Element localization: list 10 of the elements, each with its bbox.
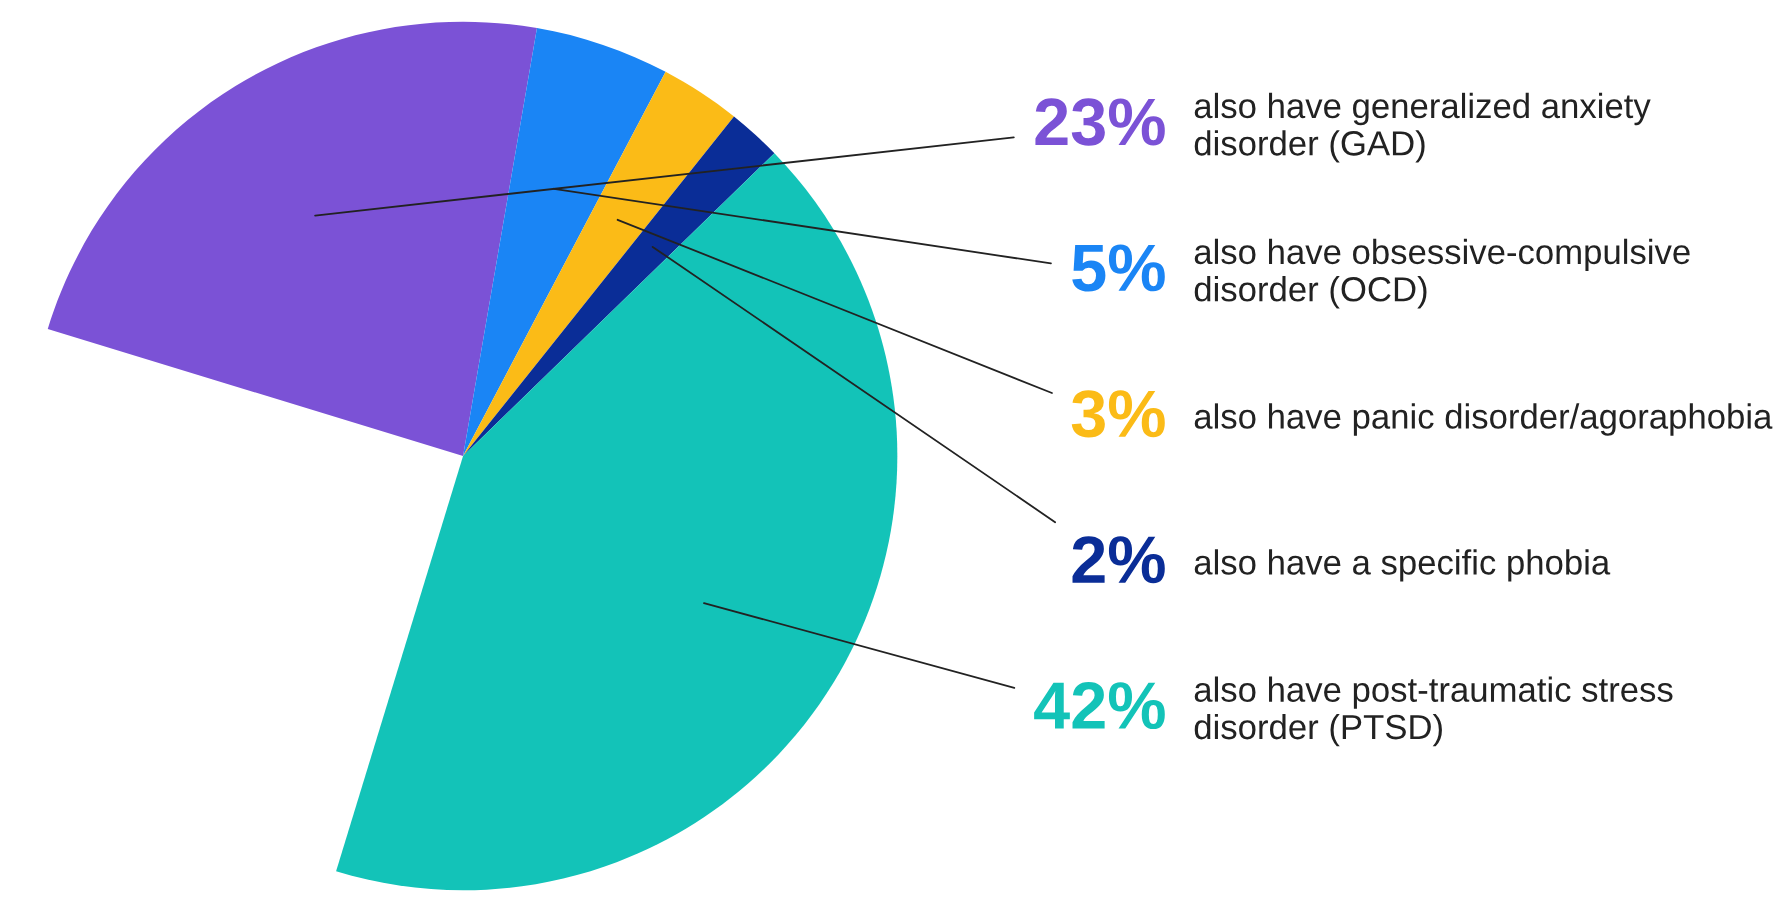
slice-label: also have a specific phobia <box>1194 549 1611 582</box>
slice-label: also have post-traumatic stress disorder (PTSD) <box>1194 676 1673 747</box>
slice-label: also have generalized anxiety disorder (GAD) <box>1194 92 1651 163</box>
slice-label: also have panic disorder/agoraphobia <box>1194 403 1773 436</box>
data-label: 23% <box>1035 98 1165 146</box>
slice-label: also have obsessive-compulsive disorder (OCD) <box>1194 238 1690 309</box>
data-label: 5% <box>1072 244 1165 292</box>
data-label: 3% <box>1071 390 1165 438</box>
data-label: 2% <box>1072 536 1165 584</box>
data-label: 42% <box>1034 682 1165 730</box>
